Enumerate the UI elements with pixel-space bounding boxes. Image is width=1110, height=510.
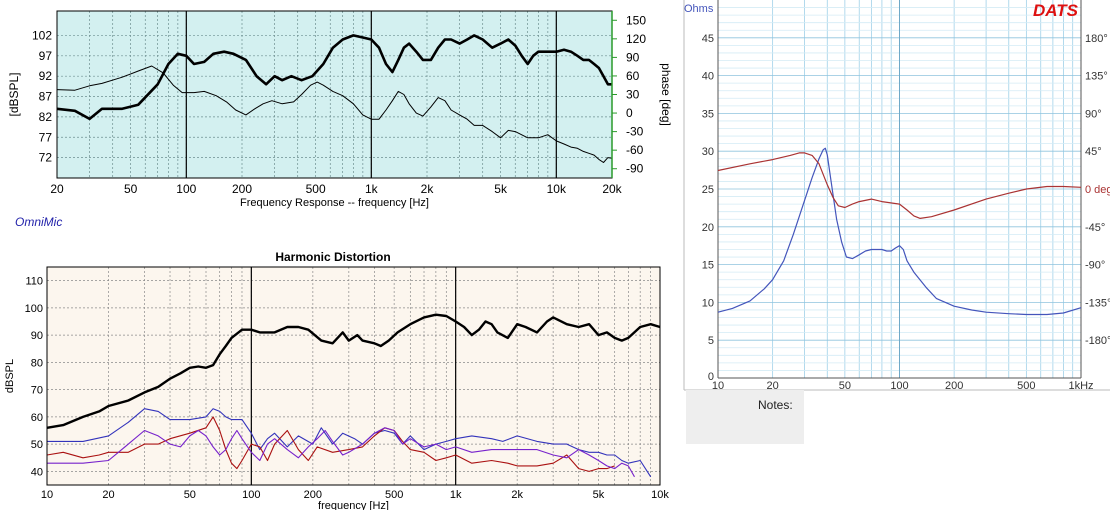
fr-y2-tick-label: -30: [626, 125, 644, 139]
hd-x-tick-label: 200: [304, 489, 322, 501]
fr-y2-tick-label: 120: [626, 32, 646, 46]
imp-series-phase: [717, 152, 1082, 219]
fr-y2-tick-label: 150: [626, 13, 646, 27]
hd-y-tick-label: 80: [31, 357, 43, 369]
imp-x-tick-label: 200: [945, 380, 963, 392]
fr-x-tick-label: 5k: [494, 182, 508, 196]
hd-chart-title: Harmonic Distortion: [275, 250, 390, 264]
fr-series-phase: [56, 65, 613, 163]
imp-x-tick-label: 50: [839, 380, 851, 392]
imp-y-tick-label: 5: [708, 335, 714, 347]
hd-y-axis-title: dBSPL: [4, 359, 16, 393]
fr-y-tick-label: 97: [39, 49, 53, 63]
fr-y2-tick-label: 60: [626, 69, 640, 83]
fr-plot-background: [57, 11, 612, 178]
dats-brand-label: DATS: [1033, 1, 1079, 20]
fr-y2-tick-label: 30: [626, 88, 640, 102]
imp-y2-tick-label: 180°: [1085, 33, 1108, 45]
fr-x-tick-label: 50: [124, 182, 138, 196]
notes-panel: [686, 390, 804, 444]
fr-x-tick-label: 10k: [547, 182, 567, 196]
fr-x-tick-label: 2k: [421, 182, 435, 196]
imp-series-impedance: [717, 147, 1082, 316]
hd-plot-background: [47, 267, 660, 485]
imp-y2-tick-label: 90°: [1085, 108, 1102, 120]
imp-x-tick-label: 10: [712, 380, 724, 392]
imp-y2-tick-label: -45°: [1085, 222, 1105, 234]
imp-panel-background: [684, 0, 1110, 390]
hd-x-tick-label: 100: [242, 489, 260, 501]
fr-y2-tick-label: -60: [626, 143, 644, 157]
fr-y-tick-label: 82: [39, 110, 53, 124]
hd-y-tick-label: 100: [25, 303, 43, 315]
imp-y-tick-label: 25: [702, 184, 714, 196]
imp-y2-tick-label: -90°: [1085, 260, 1105, 272]
hd-series-3: [47, 427, 635, 478]
fr-x-tick-label: 500: [306, 182, 326, 196]
omnimic-brand-label: OmniMic: [15, 215, 62, 229]
imp-y-tick-label: 10: [702, 297, 714, 309]
hd-series-0: [46, 313, 661, 429]
imp-y-unit-label: Ohms: [684, 3, 714, 15]
hd-x-tick-label: 20: [102, 489, 114, 501]
imp-x-tick-label: 500: [1017, 380, 1035, 392]
fr-y-axis-title: [dBSPL]: [7, 72, 21, 116]
imp-x-tick-label: 20: [767, 380, 779, 392]
hd-y-tick-label: 90: [31, 330, 43, 342]
fr-series-magnitude: [56, 34, 612, 121]
fr-y2-tick-label: 90: [626, 50, 640, 64]
fr-y-tick-label: 87: [39, 90, 53, 104]
fr-y-tick-label: 72: [39, 151, 53, 165]
hd-y-tick-label: 50: [31, 439, 43, 451]
imp-x-tick-label: 1kHz: [1068, 380, 1093, 392]
imp-y2-tick-label: 45°: [1085, 146, 1102, 158]
hd-y-tick-label: 40: [31, 466, 43, 478]
hd-x-tick-label: 50: [184, 489, 196, 501]
fr-y-tick-label: 92: [39, 69, 53, 83]
fr-y2-axis-title: phase [deg]: [659, 63, 673, 126]
hd-x-tick-label: 2k: [511, 489, 523, 501]
hd-series-2: [46, 416, 615, 472]
imp-y-tick-label: 45: [702, 33, 714, 45]
hd-x-tick-label: 500: [385, 489, 403, 501]
imp-y2-unit-label: 0 deg: [1085, 184, 1110, 196]
imp-y-tick-label: 20: [702, 222, 714, 234]
hd-plot-frame: [46, 266, 661, 486]
fr-y2-tick-label: 0: [626, 106, 633, 120]
imp-y2-tick-label: -135°: [1085, 297, 1110, 309]
fr-x-tick-label: 20: [50, 182, 64, 196]
hd-y-tick-label: 70: [31, 385, 43, 397]
hd-x-tick-label: 10: [41, 489, 53, 501]
fr-y-tick-label: 102: [32, 28, 52, 42]
hd-y-tick-label: 60: [31, 412, 43, 424]
imp-y2-tick-label: 135°: [1085, 71, 1108, 83]
fr-x-axis-title: Frequency Response -- frequency [Hz]: [240, 197, 429, 209]
imp-y-tick-label: 0: [708, 371, 714, 383]
imp-y2-tick-label: -180°: [1085, 335, 1110, 347]
imp-y-tick-label: 15: [702, 260, 714, 272]
hd-x-tick-label: 1k: [450, 489, 462, 501]
imp-y-tick-label: 40: [702, 71, 714, 83]
hd-x-tick-label: 5k: [593, 489, 605, 501]
fr-x-tick-label: 1k: [365, 182, 379, 196]
hd-y-tick-label: 110: [25, 276, 43, 288]
imp-x-tick-label: 100: [890, 380, 908, 392]
fr-x-tick-label: 20k: [602, 182, 622, 196]
notes-label: Notes:: [758, 398, 793, 412]
fr-y-tick-label: 77: [39, 130, 53, 144]
hd-x-tick-label: 10k: [651, 489, 669, 501]
fr-x-tick-label: 200: [232, 182, 252, 196]
imp-y-tick-label: 30: [702, 146, 714, 158]
imp-y-tick-label: 35: [702, 108, 714, 120]
fr-x-tick-label: 100: [176, 182, 196, 196]
hd-x-axis-title: frequency [Hz]: [318, 500, 389, 510]
fr-y2-tick-label: -90: [626, 162, 644, 176]
